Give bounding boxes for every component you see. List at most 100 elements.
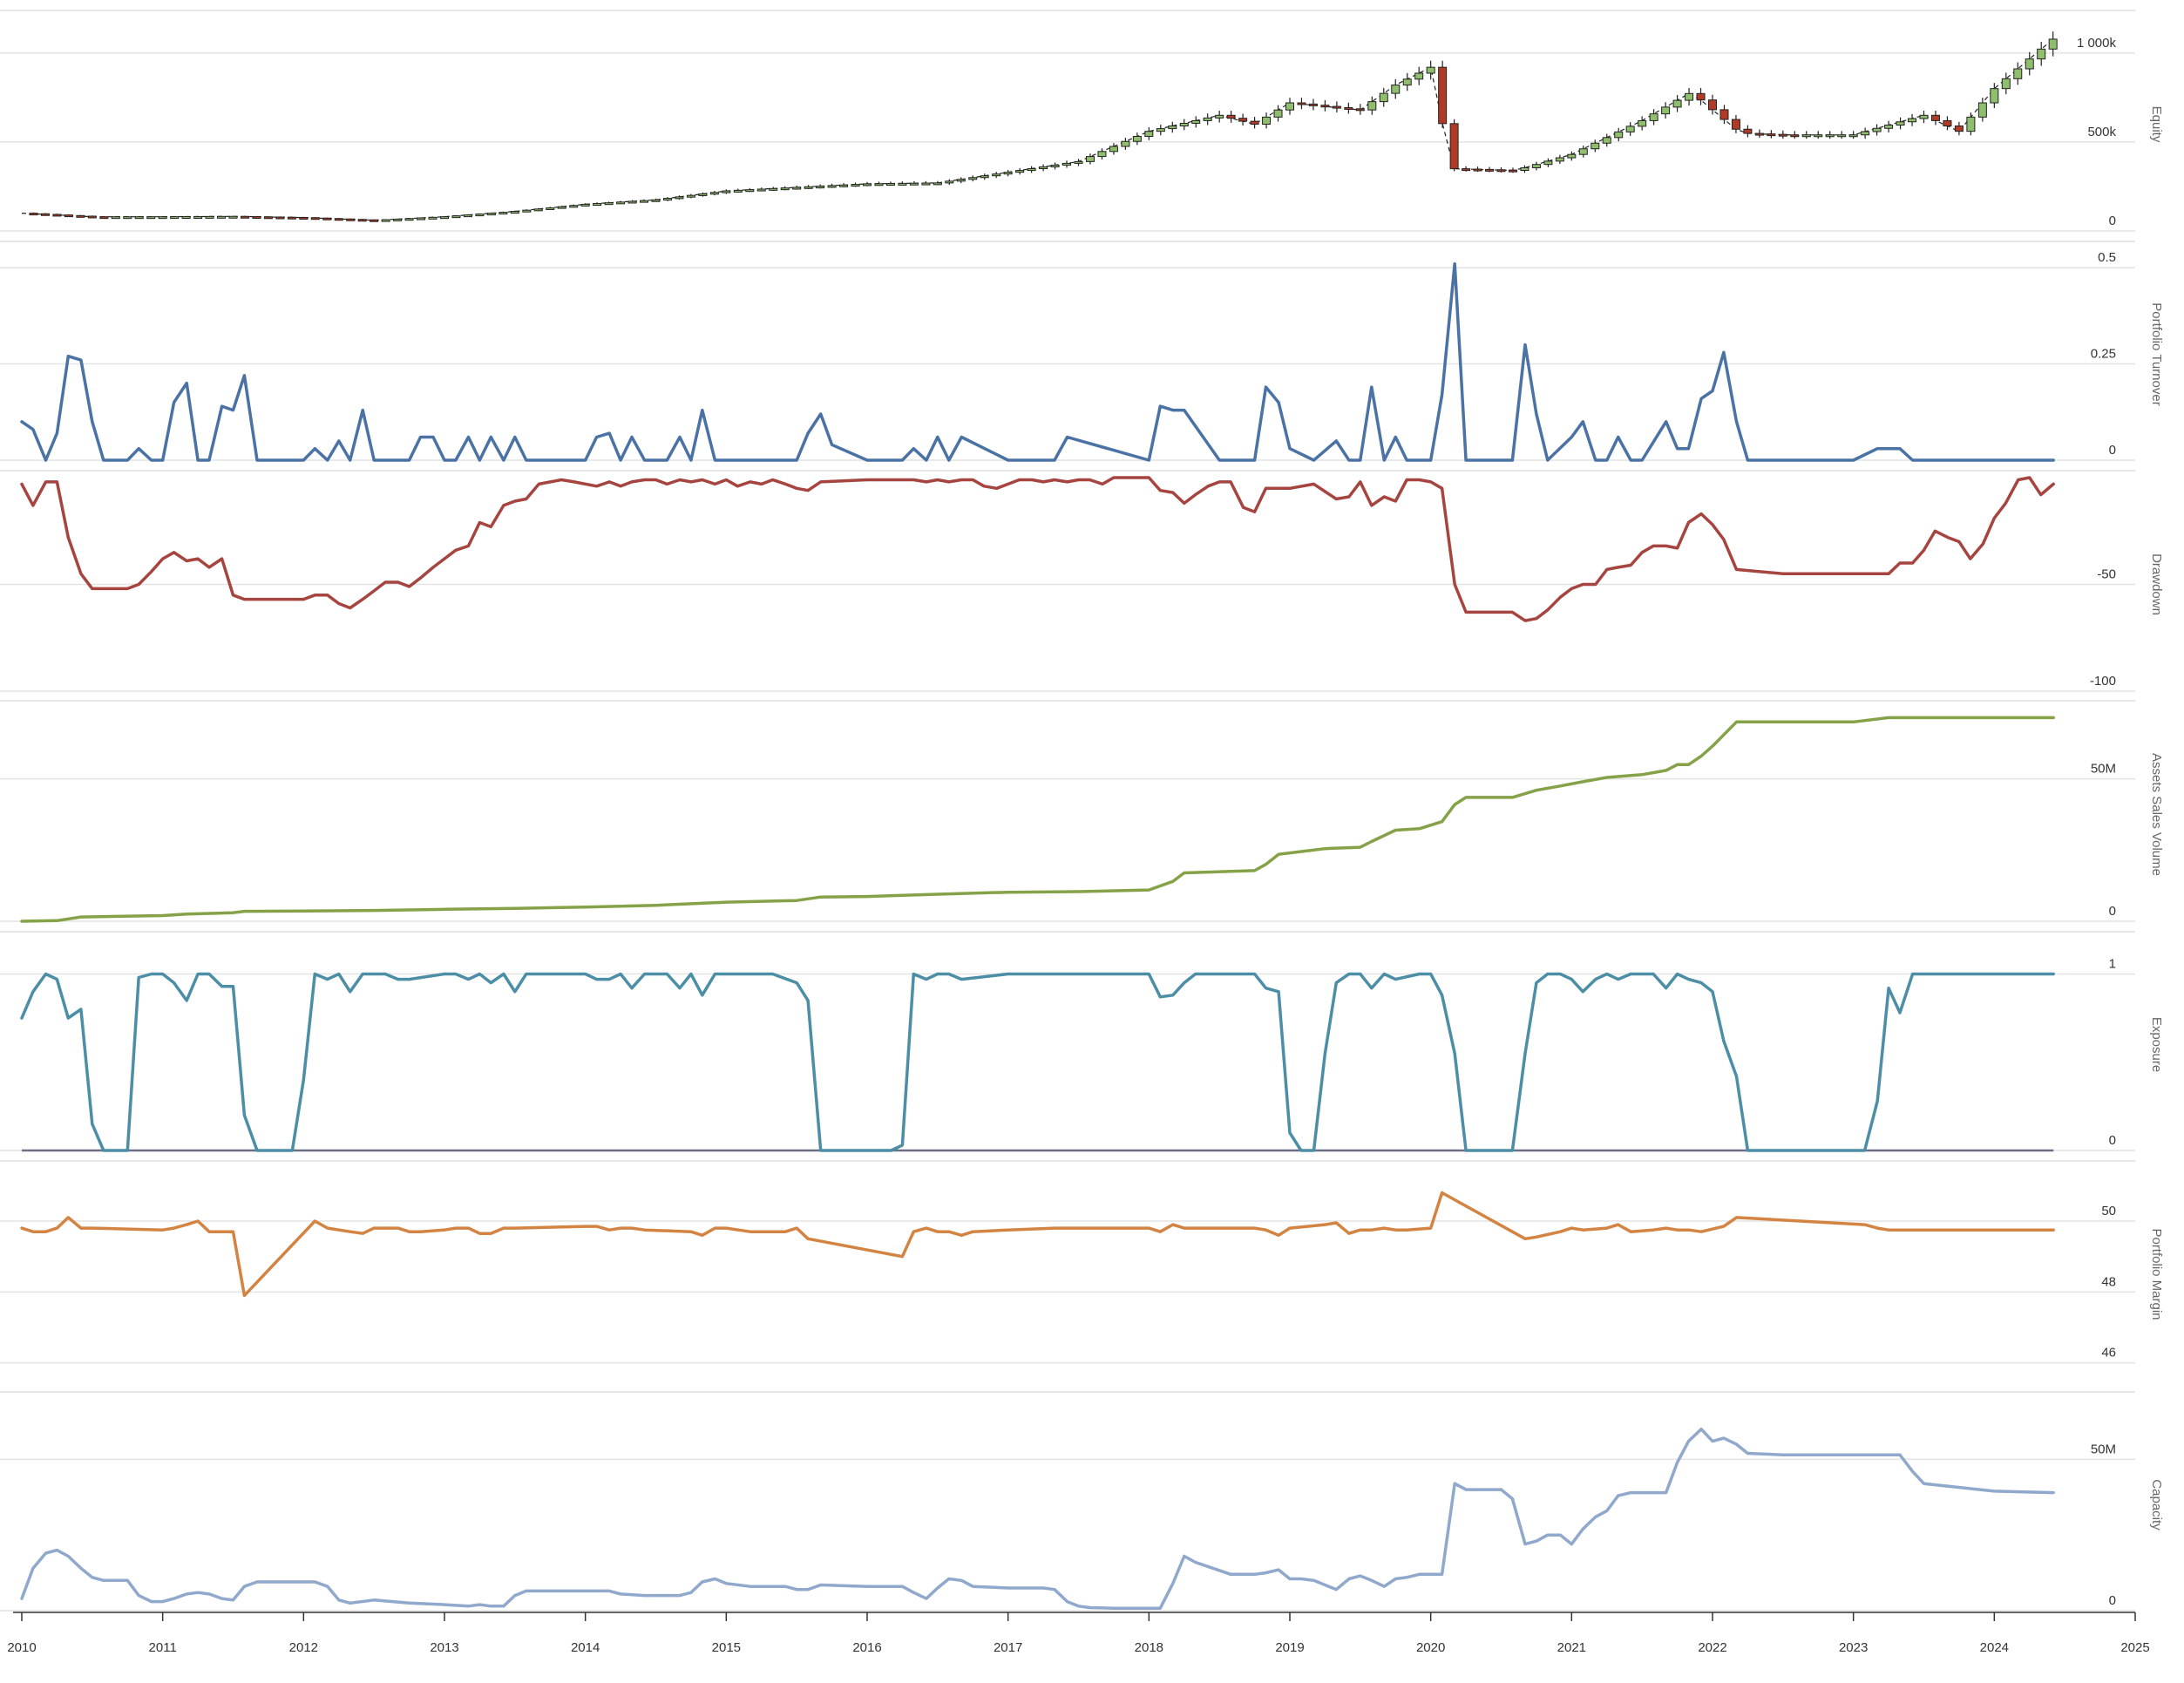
equity-candle: [886, 184, 894, 186]
equity-candle: [1239, 119, 1247, 121]
x-tick-label: 2024: [1980, 1640, 2009, 1655]
equity-candle: [710, 193, 718, 194]
equity-candle: [264, 217, 272, 219]
equity-candle: [957, 180, 965, 181]
equity-candle: [1156, 129, 1164, 132]
equity-candle: [1004, 173, 1012, 174]
equity-candle: [1180, 123, 1188, 126]
equity-candle: [1579, 149, 1587, 154]
x-tick-label: 2011: [149, 1640, 177, 1655]
equity-candle: [1216, 115, 1224, 118]
equity-candle: [581, 204, 589, 206]
equity-candle: [781, 188, 789, 190]
equity-candle: [1943, 120, 1951, 126]
equity-candle: [1591, 143, 1599, 148]
equity-candle: [382, 220, 390, 221]
equity-candle: [1086, 157, 1094, 162]
equity-candle: [335, 219, 343, 221]
equity-candle: [534, 209, 542, 211]
equity-candle: [1392, 85, 1400, 94]
equity-candle: [1356, 109, 1364, 111]
equity-candle: [1732, 119, 1740, 129]
equity-candle: [487, 214, 495, 215]
equity-candle: [1380, 93, 1387, 102]
equity-candle: [2049, 39, 2057, 49]
equity-candle: [1509, 170, 1516, 172]
equity-candle: [1063, 163, 1071, 165]
equity-candle: [804, 187, 812, 188]
x-tick-label: 2014: [571, 1640, 600, 1655]
equity-candle: [394, 219, 402, 221]
equity-candle: [441, 217, 449, 219]
x-tick-label: 2016: [852, 1640, 881, 1655]
portfolio_margin-tick-label: 46: [2101, 1346, 2116, 1361]
equity-candle: [1204, 118, 1211, 120]
equity-candle: [1885, 126, 1893, 129]
equity-candle: [1051, 165, 1059, 166]
equity-candle: [311, 218, 319, 220]
equity-candle: [663, 199, 671, 200]
equity-candle: [1603, 138, 1611, 143]
equity-candle: [2002, 78, 2010, 88]
equity-candle: [499, 213, 507, 214]
equity-candle: [206, 216, 214, 218]
equity-candle: [194, 216, 202, 218]
equity-candle: [1532, 165, 1540, 168]
assets_sales_volume-axis-label: Assets Sales Volume: [2149, 753, 2164, 876]
equity-candle: [1909, 119, 1916, 122]
x-tick-label: 2010: [7, 1640, 36, 1655]
equity-candle: [182, 217, 190, 219]
equity-candle: [1556, 158, 1563, 161]
equity-candle: [770, 188, 777, 190]
equity-candle: [746, 190, 754, 192]
equity-candle: [452, 216, 460, 218]
x-tick-label: 2013: [430, 1640, 458, 1655]
x-tick-label: 2021: [1557, 1640, 1586, 1655]
equity-candle: [300, 217, 308, 219]
equity-candle: [1450, 124, 1458, 169]
equity-candle: [476, 214, 484, 216]
equity-candle: [1098, 152, 1106, 157]
equity-candle: [370, 220, 378, 221]
capacity-axis-label: Capacity: [2149, 1479, 2164, 1530]
equity-candle: [159, 217, 166, 219]
equity-candle: [722, 191, 730, 193]
equity-candle: [570, 206, 578, 207]
equity-candle: [793, 187, 801, 189]
turnover-tick-label: 0: [2109, 443, 2116, 458]
equity-candle: [241, 216, 248, 218]
equity-candle: [1109, 146, 1117, 152]
equity-candle: [218, 216, 226, 218]
x-tick-label: 2023: [1839, 1640, 1868, 1655]
equity-candle: [699, 193, 707, 195]
equity-candle: [1368, 102, 1376, 111]
equity-candle: [253, 216, 261, 218]
equity-candle: [1744, 129, 1752, 133]
equity-candle: [112, 217, 119, 219]
equity-candle: [1486, 169, 1494, 171]
equity-candle: [1838, 135, 1846, 137]
equity-candle: [1662, 107, 1670, 114]
equity-candle: [2014, 69, 2022, 78]
equity-candle: [910, 183, 918, 185]
x-tick-label: 2022: [1698, 1640, 1726, 1655]
equity-candle: [1991, 89, 1998, 103]
equity-candle: [851, 185, 859, 187]
equity-candle: [875, 184, 883, 186]
equity-candle: [1521, 168, 1529, 171]
equity-candle: [53, 214, 61, 216]
equity-candle: [1298, 103, 1306, 105]
equity-candle: [464, 215, 471, 217]
equity-candle: [687, 195, 695, 197]
equity-candle: [1673, 100, 1681, 107]
x-tick-label: 2025: [2120, 1640, 2149, 1655]
equity-candle: [1650, 114, 1658, 121]
equity-candle: [1251, 121, 1258, 124]
exposure-tick-label: 1: [2109, 957, 2116, 972]
equity-candle: [1978, 103, 1986, 117]
equity-candle: [1755, 133, 1763, 135]
equity-tick-label: 500k: [2087, 125, 2116, 139]
equity-candle: [171, 217, 179, 219]
x-tick-label: 2020: [1416, 1640, 1445, 1655]
